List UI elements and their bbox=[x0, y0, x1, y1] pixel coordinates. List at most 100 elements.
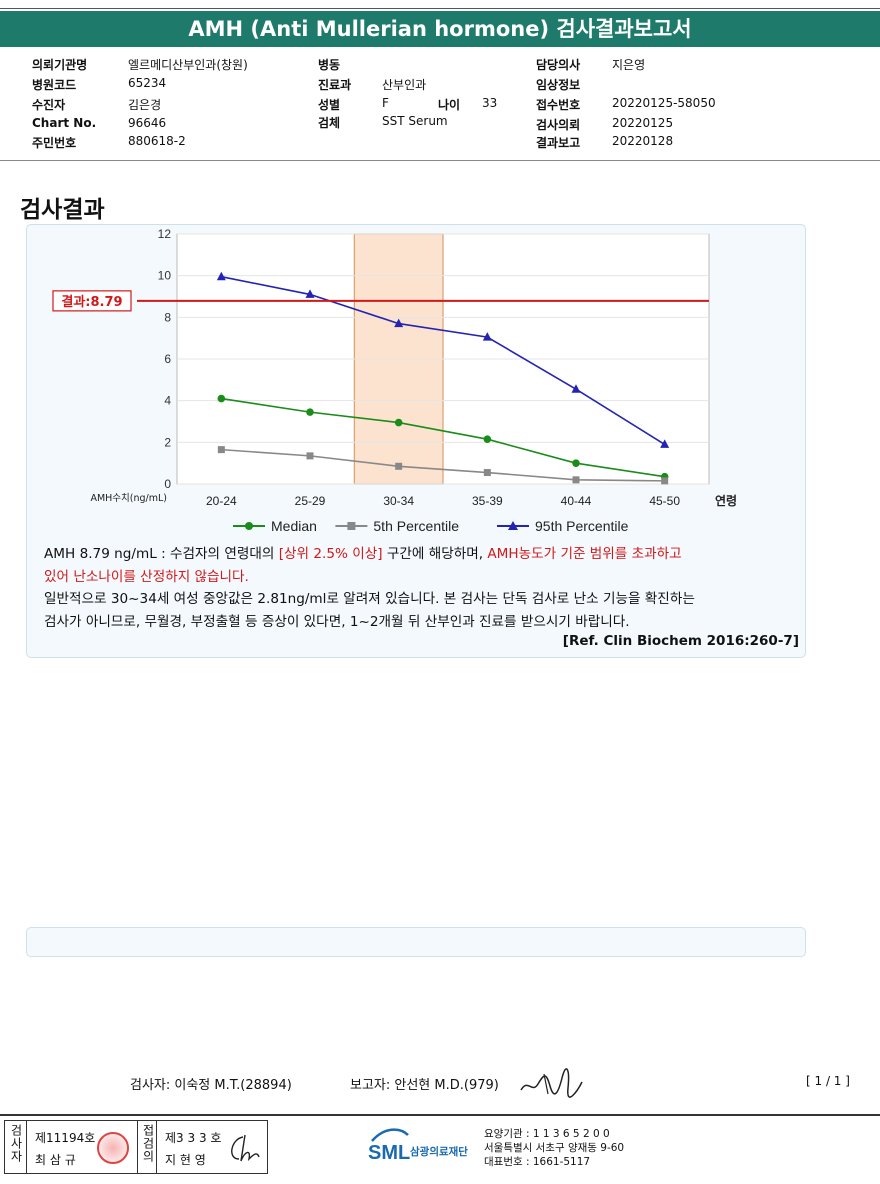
stamp-box: 검사자 제11194호 최 삼 규 접검의 제3 3 3 호 지 현 영 bbox=[4, 1120, 268, 1174]
age-label: 나이 bbox=[438, 98, 461, 112]
description-line-4: 검사가 아니므로, 무월경, 부정출혈 등 증상이 있다면, 1~2개월 뒤 산… bbox=[44, 613, 630, 630]
comment-box bbox=[26, 927, 806, 957]
description-line-1: AMH 8.79 ng/mL : 수검자의 연령대의 [상위 2.5% 이상] … bbox=[44, 543, 804, 566]
desc-text-1a: AMH 8.79 ng/mL : 수검자의 연령대의 bbox=[44, 546, 279, 562]
reference: [Ref. Clin Biochem 2016:260-7] bbox=[562, 633, 799, 649]
series-line bbox=[221, 448, 665, 482]
y-tick-label: 4 bbox=[164, 394, 171, 408]
stamp-left-name: 최 삼 규 bbox=[35, 1153, 76, 1167]
patient-label: 수진자 bbox=[32, 98, 66, 112]
x-tick-label: 25-29 bbox=[295, 494, 326, 508]
y-tick-label: 8 bbox=[164, 310, 171, 324]
y-axis-label: AMH수치(ng/mL) bbox=[90, 492, 167, 504]
request-value: 20220125 bbox=[612, 116, 674, 130]
ward-label: 병동 bbox=[318, 58, 341, 72]
x-tick-label: 45-50 bbox=[649, 494, 680, 508]
amh-chart: 0 2 4 6 8 10 12 20-24 25-29 30-34 35-39 40-44 45-50 연… bbox=[52, 227, 737, 534]
data-point bbox=[305, 289, 315, 298]
receipt-label: 접수번호 bbox=[536, 98, 581, 112]
rrn-value: 880618-2 bbox=[128, 134, 186, 148]
report-date-value: 20220128 bbox=[612, 134, 674, 148]
page-number: [ 1 / 1 ] bbox=[806, 1074, 850, 1088]
description-line-3: 일반적으로 30~34세 여성 중앙값은 2.81ng/ml로 알려져 있습니다… bbox=[44, 591, 695, 607]
chart-no-label: Chart No. bbox=[32, 116, 97, 130]
data-point bbox=[572, 476, 580, 484]
sml-logo-icon: SML 삼광의료재단 bbox=[368, 1128, 468, 1164]
y-tick-label: 10 bbox=[158, 269, 172, 283]
doctor-label: 담당의사 bbox=[536, 58, 581, 72]
chart-no-value: 96646 bbox=[128, 116, 167, 130]
report-date-label: 결과보고 bbox=[536, 136, 581, 150]
institution-value: 엘르메디산부인과(창원) bbox=[128, 58, 248, 72]
specimen-value: SST Serum bbox=[382, 114, 448, 128]
desc-text-1b: 구간에 해당하며, bbox=[382, 546, 488, 562]
rrn-label: 주민번호 bbox=[32, 136, 77, 150]
clinical-label: 임상정보 bbox=[536, 78, 581, 92]
x-tick-label: 35-39 bbox=[472, 494, 503, 508]
legend-label: 5th Percentile bbox=[373, 518, 459, 534]
data-point bbox=[306, 408, 314, 416]
x-axis-label: 연령 bbox=[715, 493, 737, 508]
top-rule bbox=[0, 8, 880, 9]
result-label: 결과:8.79 bbox=[61, 294, 122, 310]
data-point bbox=[660, 439, 670, 448]
data-point bbox=[217, 446, 225, 454]
data-point bbox=[306, 452, 314, 460]
legend-marker bbox=[508, 521, 518, 530]
seal-stamp-icon bbox=[97, 1132, 129, 1164]
stamp-right-no: 제3 3 3 호 bbox=[165, 1131, 222, 1145]
footer-rule bbox=[0, 1114, 880, 1116]
sex-label: 성별 bbox=[318, 98, 341, 112]
desc-highlight-percentile: [상위 2.5% 이상] bbox=[278, 546, 383, 562]
series-line bbox=[221, 275, 666, 446]
logo-text: SML bbox=[368, 1142, 410, 1164]
data-point bbox=[394, 418, 403, 427]
patient-info-panel: 의뢰기관명 엘르메디산부인과(창원) 병원코드 65234 수진자 김은경 Ch… bbox=[0, 52, 880, 162]
age-value: 33 bbox=[482, 96, 498, 110]
tester-signature-text: 검사자: 이숙정 M.T.(28894) bbox=[130, 1078, 292, 1093]
footer-contact: 요양기관 : 1 1 3 6 5 2 0 0 서울특별시 서초구 양재동 9-6… bbox=[484, 1127, 624, 1169]
sex-value: F bbox=[382, 96, 389, 110]
section-title: 검사결과 bbox=[20, 197, 105, 223]
request-label: 검사의뢰 bbox=[536, 118, 581, 132]
patient-value: 김은경 bbox=[128, 98, 162, 112]
data-point bbox=[483, 469, 491, 477]
reporter-signature-icon bbox=[520, 1068, 583, 1098]
legend-label: Median bbox=[271, 518, 317, 534]
series-line bbox=[221, 397, 665, 478]
data-point bbox=[571, 384, 581, 393]
data-point bbox=[395, 462, 403, 470]
reporter-signature-text: 보고자: 안선현 M.D.(979) bbox=[350, 1078, 499, 1093]
y-tick-label: 12 bbox=[158, 227, 172, 241]
footer-line-3: 대표번호 : 1661-5117 bbox=[484, 1156, 591, 1168]
desc-highlight-exceed: AMH농도가 기준 범위를 초과하고 bbox=[487, 546, 682, 562]
report-title: AMH (Anti Mullerian hormone) 검사결과보고서 bbox=[0, 11, 880, 47]
legend-marker bbox=[347, 522, 356, 530]
doctor-signature-icon bbox=[231, 1134, 260, 1162]
institution-label: 의뢰기관명 bbox=[32, 58, 88, 72]
legend-marker bbox=[245, 522, 253, 530]
code-value: 65234 bbox=[128, 76, 167, 90]
legend-label: 95th Percentile bbox=[535, 518, 629, 534]
y-tick-label: 6 bbox=[164, 352, 171, 366]
data-point bbox=[661, 477, 669, 485]
stamp-left-label: 검사자 bbox=[9, 1124, 23, 1163]
stamp-right-label: 접검의 bbox=[141, 1124, 155, 1163]
specimen-label: 검체 bbox=[318, 116, 341, 130]
data-point bbox=[394, 318, 404, 328]
footer-line-1: 요양기관 : 1 1 3 6 5 2 0 0 bbox=[484, 1128, 610, 1140]
org-name: 삼광의료재단 bbox=[410, 1145, 468, 1158]
y-tick-label: 2 bbox=[164, 435, 171, 449]
dept-value: 산부인과 bbox=[382, 78, 427, 92]
code-label: 병원코드 bbox=[32, 78, 77, 92]
result-label-box bbox=[52, 290, 132, 312]
stamp-right-name: 지 현 영 bbox=[165, 1153, 206, 1167]
data-point bbox=[216, 271, 226, 281]
x-tick-label: 30-34 bbox=[383, 494, 414, 508]
footer-line-2: 서울특별시 서초구 양재동 9-60 bbox=[484, 1142, 625, 1154]
y-tick-label: 0 bbox=[164, 477, 171, 491]
x-tick-label: 40-44 bbox=[561, 494, 592, 508]
stamp-right-label-cell: 접검의 bbox=[137, 1121, 157, 1173]
stamp-left-label-cell: 검사자 bbox=[5, 1121, 27, 1173]
data-point bbox=[483, 435, 492, 444]
